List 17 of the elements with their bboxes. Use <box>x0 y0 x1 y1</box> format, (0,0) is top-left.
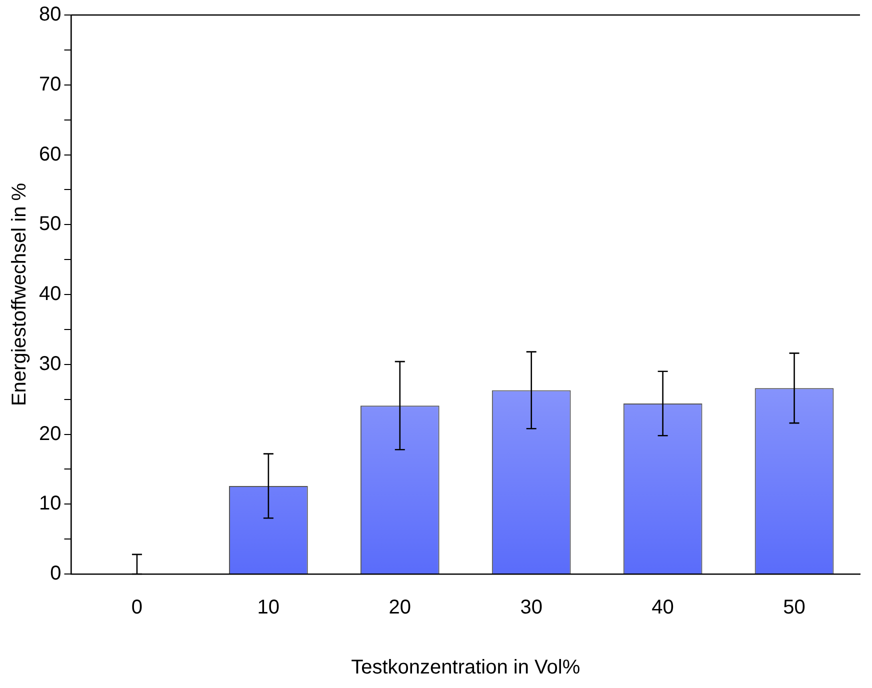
y-tick-label: 30 <box>38 352 62 375</box>
x-tick-label: 40 <box>652 596 674 619</box>
x-tick-label: 30 <box>520 596 542 619</box>
y-tick-label: 0 <box>50 562 62 585</box>
y-tick-label: 50 <box>38 213 62 236</box>
x-tick-label: 50 <box>783 596 806 619</box>
y-tick-label: 40 <box>38 283 62 306</box>
y-tick-label: 20 <box>38 422 62 445</box>
y-tick-label: 60 <box>38 143 62 166</box>
y-tick-label: 10 <box>38 492 62 515</box>
x-tick-label: 20 <box>388 596 412 619</box>
y-tick-label: 80 <box>38 4 62 26</box>
x-tick-label: 0 <box>131 596 143 619</box>
x-tick-label: 10 <box>257 596 280 619</box>
x-axis-title: Testkonzentration in Vol% <box>351 656 580 679</box>
y-tick-label: 70 <box>38 73 62 96</box>
y-axis-title: Energiestoffwechsel in % <box>8 182 31 406</box>
